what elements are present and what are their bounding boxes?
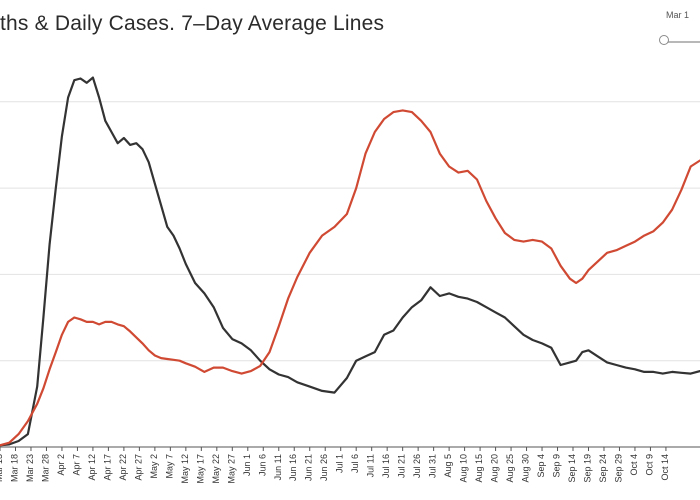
- x-tick-label: Oct 14: [660, 454, 670, 481]
- x-tick-label: Apr 12: [87, 454, 97, 481]
- series-line-dark: [0, 76, 700, 447]
- x-tick-label: Sep 9: [552, 454, 562, 478]
- x-tick-label: Mar 13: [0, 454, 4, 482]
- x-tick-label: Jul 1: [335, 454, 345, 473]
- x-tick-label: Mar 28: [40, 454, 50, 482]
- slider-track[interactable]: [664, 41, 700, 43]
- x-tick-label: Jun 6: [257, 454, 267, 476]
- x-tick-label: Jun 21: [304, 454, 314, 481]
- x-tick-label: May 2: [149, 454, 159, 479]
- x-tick-label: Sep 14: [567, 454, 577, 483]
- x-tick-label: Aug 5: [443, 454, 453, 478]
- x-tick-label: Jul 16: [381, 454, 391, 478]
- x-tick-label: Jul 31: [428, 454, 438, 478]
- date-slider[interactable]: Mar 1: [656, 8, 700, 48]
- x-tick-label: Apr 22: [118, 454, 128, 481]
- x-tick-label: May 27: [226, 454, 236, 484]
- x-tick-label: Jul 11: [366, 454, 376, 477]
- x-tick-label: Apr 2: [56, 454, 66, 476]
- x-tick-label: Mar 23: [25, 454, 35, 482]
- x-tick-label: May 12: [180, 454, 190, 484]
- x-tick-label: Aug 25: [505, 454, 515, 483]
- x-tick-label: Sep 24: [598, 454, 608, 483]
- x-tick-label: May 7: [164, 454, 174, 479]
- x-tick-label: Jul 21: [397, 454, 407, 478]
- x-tick-label: Jul 26: [412, 454, 422, 478]
- x-tick-label: Sep 4: [536, 454, 546, 478]
- x-tick-label: Oct 4: [629, 454, 639, 476]
- x-tick-label: Jun 1: [242, 454, 252, 476]
- x-tick-label: Sep 29: [613, 454, 623, 483]
- x-tick-label: May 17: [195, 454, 205, 484]
- x-tick-label: Jun 16: [288, 454, 298, 481]
- x-tick-label: Aug 10: [459, 454, 469, 483]
- x-tick-label: Jun 26: [319, 454, 329, 481]
- x-tick-label: Oct 9: [644, 454, 654, 476]
- x-tick-label: Apr 17: [102, 454, 112, 481]
- x-tick-label: Apr 7: [71, 454, 81, 476]
- x-tick-label: Aug 15: [474, 454, 484, 483]
- x-tick-label: May 22: [211, 454, 221, 484]
- x-tick-label: Mar 18: [9, 454, 19, 482]
- chart-title: ths & Daily Cases. 7–Day Average Lines: [0, 12, 385, 35]
- x-tick-label: Jul 6: [350, 454, 360, 473]
- series-line-red: [0, 109, 700, 447]
- slider-date-label: Mar 1: [666, 10, 690, 20]
- x-tick-label: Jun 11: [273, 454, 283, 480]
- x-tick-label: Apr 27: [133, 454, 143, 481]
- slider-handle[interactable]: [659, 35, 669, 45]
- x-tick-label: Aug 20: [490, 454, 500, 483]
- x-tick-label: Aug 30: [521, 454, 531, 483]
- x-tick-label: Sep 19: [582, 454, 592, 483]
